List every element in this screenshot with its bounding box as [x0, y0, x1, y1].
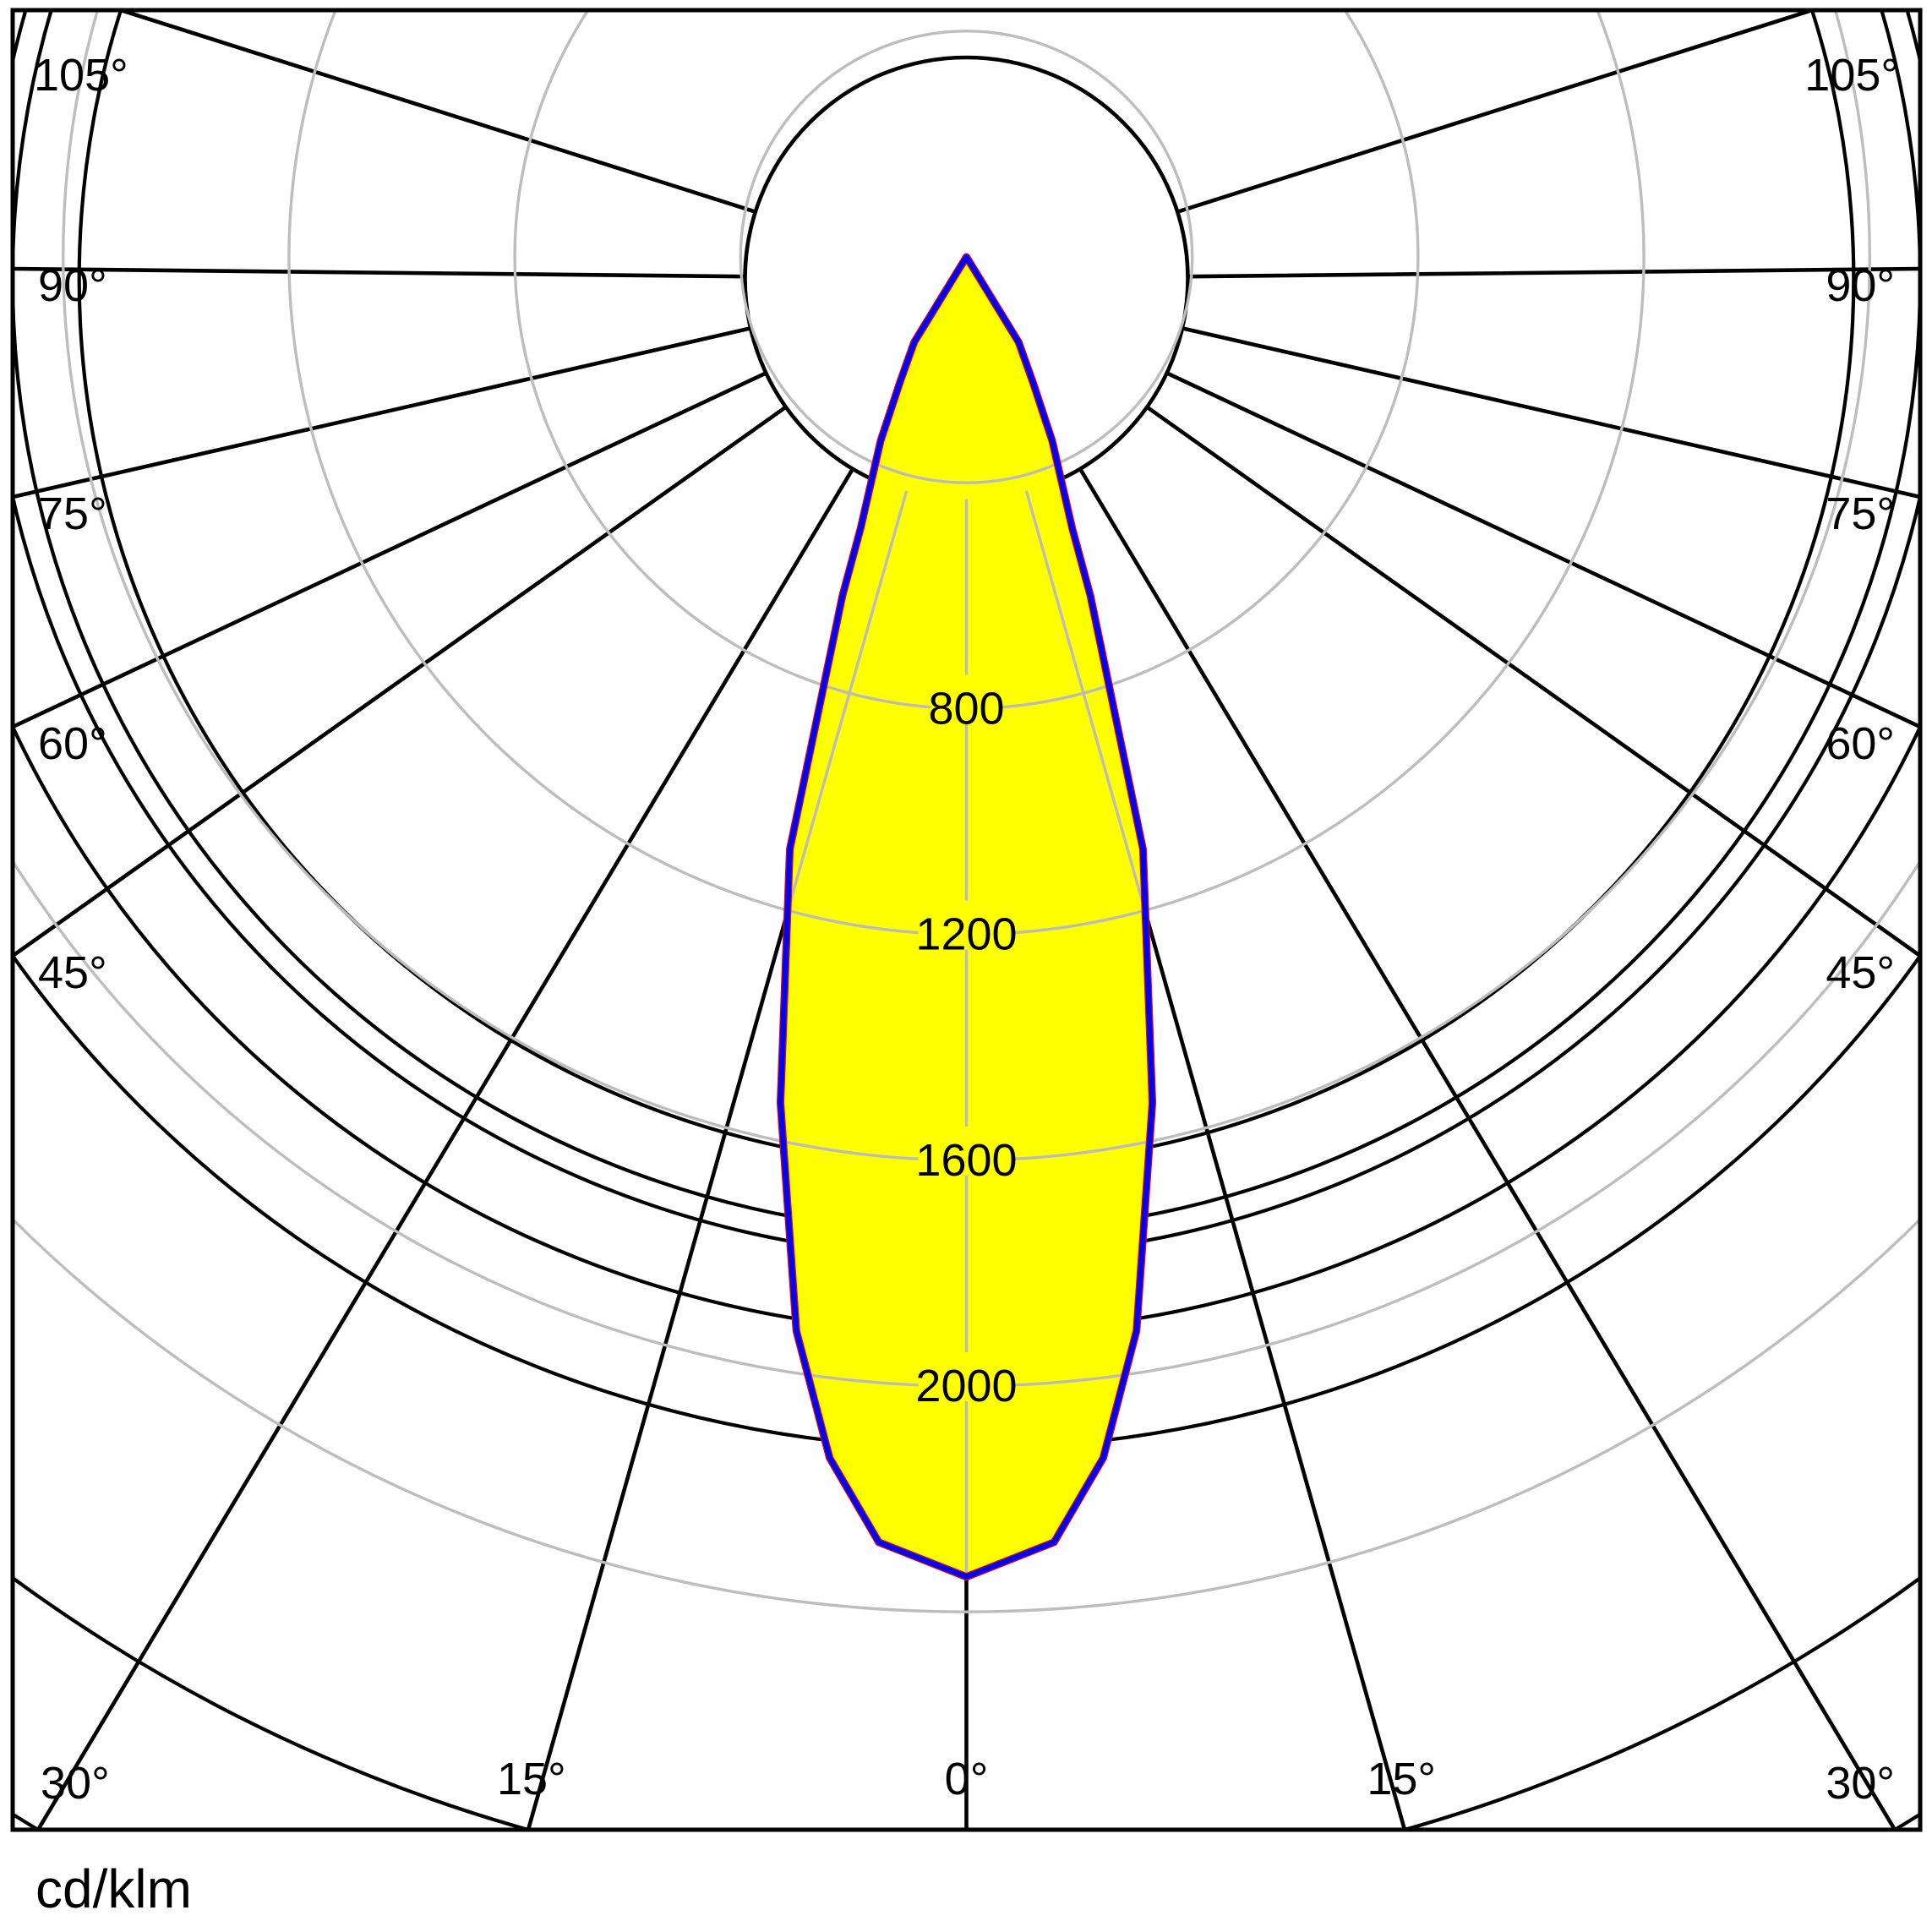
svg-text:60°: 60° — [1826, 718, 1895, 769]
svg-text:0°: 0° — [945, 1754, 989, 1804]
svg-text:60°: 60° — [38, 718, 107, 769]
svg-text:75°: 75° — [38, 488, 107, 539]
svg-text:cd/klm: cd/klm — [35, 1858, 192, 1919]
svg-text:105°: 105° — [34, 50, 128, 101]
svg-text:75°: 75° — [1826, 488, 1895, 539]
svg-text:45°: 45° — [1826, 947, 1895, 998]
svg-text:45°: 45° — [38, 947, 107, 998]
svg-text:30°: 30° — [41, 1758, 110, 1809]
svg-text:15°: 15° — [1367, 1754, 1436, 1804]
svg-text:2000: 2000 — [915, 1361, 1017, 1411]
svg-text:90°: 90° — [1826, 260, 1895, 311]
svg-text:30°: 30° — [1826, 1758, 1895, 1809]
svg-text:15°: 15° — [497, 1754, 566, 1804]
svg-text:105°: 105° — [1804, 50, 1899, 101]
svg-text:1200: 1200 — [915, 909, 1017, 960]
svg-text:1600: 1600 — [915, 1135, 1017, 1186]
svg-text:90°: 90° — [38, 260, 107, 311]
svg-text:800: 800 — [928, 683, 1004, 734]
